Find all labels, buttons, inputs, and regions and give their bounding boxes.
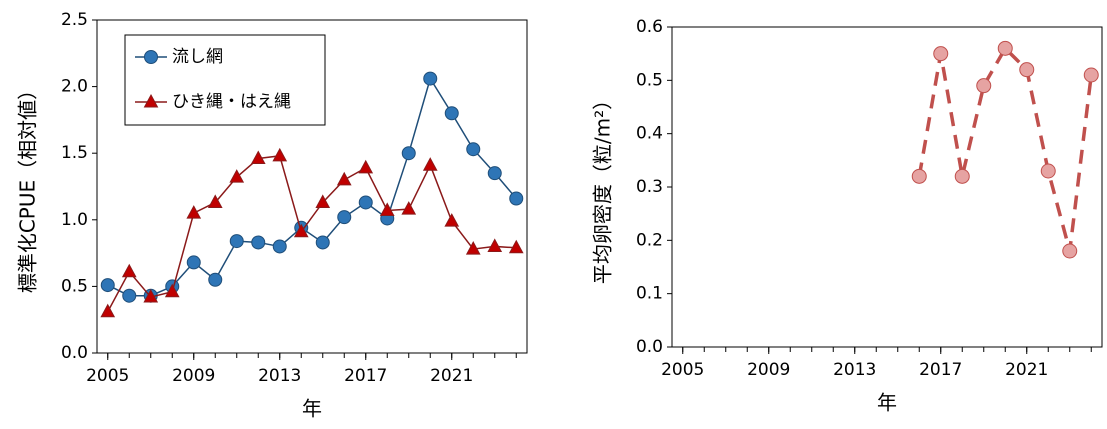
marker [508, 239, 524, 254]
marker [229, 169, 245, 183]
marker [423, 71, 438, 86]
marker [509, 191, 524, 206]
marker [251, 235, 266, 250]
legend-marker [143, 93, 159, 108]
y-axis-label: 標準化CPUE（相対値） [16, 80, 40, 293]
marker [315, 235, 330, 250]
y-tick-label: 0.0 [61, 343, 88, 363]
marker [100, 278, 115, 293]
marker [208, 272, 223, 287]
y-tick-label: 2.0 [61, 77, 88, 97]
marker [444, 106, 459, 121]
marker [466, 142, 481, 157]
y-tick-label: 0.4 [636, 124, 663, 144]
x-tick-label: 2005 [86, 366, 129, 386]
marker [954, 168, 970, 184]
y-tick-label: 1.5 [61, 143, 88, 163]
marker [401, 146, 416, 161]
y-tick-label: 0.1 [636, 284, 663, 304]
plot-frame [96, 19, 528, 354]
legend-label: 流し網 [172, 47, 223, 67]
marker [272, 239, 287, 254]
marker [911, 168, 927, 184]
marker [229, 234, 244, 249]
marker [487, 238, 503, 252]
marker [315, 194, 331, 208]
marker [336, 171, 352, 186]
legend-label: ひき縄・はえ縄 [172, 92, 291, 112]
marker [997, 40, 1013, 56]
y-tick-label: 0.2 [636, 230, 663, 250]
marker [379, 202, 395, 216]
y-tick-label: 0.0 [636, 337, 663, 357]
x-tick-label: 2013 [258, 366, 301, 386]
marker [122, 288, 137, 303]
marker [186, 255, 201, 270]
marker [293, 223, 309, 238]
marker [933, 46, 949, 62]
x-tick-label: 2009 [747, 360, 790, 380]
y-tick-label: 0.3 [636, 177, 663, 197]
marker [444, 213, 460, 227]
plot-frame [671, 26, 1103, 348]
y-tick-label: 1.0 [61, 210, 88, 230]
y-tick-label: 0.6 [636, 17, 663, 37]
marker [976, 78, 992, 94]
marker [100, 303, 116, 318]
legend-box [124, 34, 326, 126]
y-tick-label: 2.5 [61, 10, 88, 30]
marker [272, 147, 288, 162]
legend-marker [144, 50, 158, 64]
y-tick-label: 0.5 [61, 276, 88, 296]
marker [487, 166, 502, 181]
marker [1083, 67, 1099, 83]
marker [358, 159, 374, 174]
x-tick-label: 2009 [172, 366, 215, 386]
marker [1062, 243, 1078, 259]
y-tick-label: 0.5 [636, 70, 663, 90]
marker [164, 283, 180, 298]
marker [358, 195, 373, 210]
marker [1040, 163, 1056, 179]
series-line [107, 155, 517, 313]
marker [337, 210, 352, 225]
marker [1019, 62, 1035, 78]
x-axis-label: 年 [877, 391, 897, 415]
marker [121, 263, 137, 278]
series-line [917, 45, 1093, 252]
marker [186, 205, 202, 219]
marker [422, 157, 438, 171]
x-tick-label: 2017 [344, 366, 387, 386]
x-tick-label: 2021 [430, 366, 473, 386]
marker [143, 289, 159, 303]
marker [401, 201, 417, 215]
marker [250, 150, 266, 165]
x-tick-label: 2005 [661, 360, 704, 380]
x-axis-label: 年 [302, 397, 322, 421]
x-tick-label: 2017 [919, 360, 962, 380]
marker [465, 241, 481, 255]
marker [207, 194, 223, 208]
x-tick-label: 2021 [1005, 360, 1048, 380]
x-tick-label: 2013 [833, 360, 876, 380]
y-axis-label: 平均卵密度（粒/m²） [591, 90, 615, 284]
